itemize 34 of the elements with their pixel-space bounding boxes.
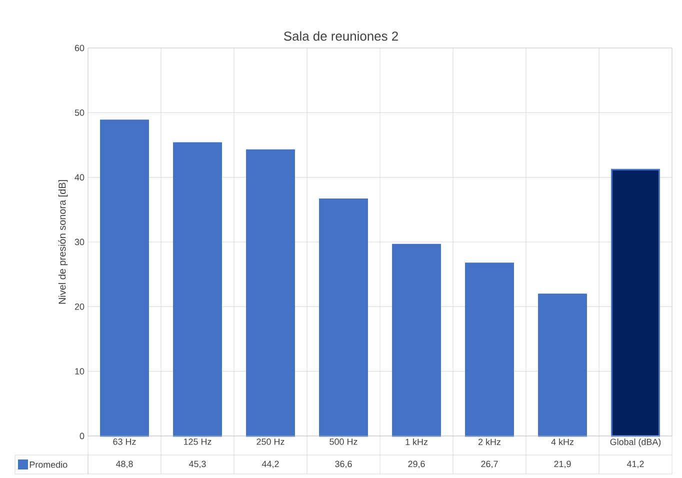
y-tick-label: 0	[80, 432, 84, 440]
legend-label: Promedio	[30, 461, 68, 468]
y-tick-label: 60	[74, 44, 84, 52]
x-tick-label: 63 Hz	[113, 438, 136, 445]
data-label: 29,6	[408, 460, 425, 468]
data-label: 45,3	[188, 460, 206, 468]
y-tick-label: 10	[75, 368, 84, 374]
data-label: 26,7	[481, 460, 498, 468]
data-label: 44,2	[262, 460, 279, 468]
bar	[173, 142, 222, 437]
data-label: 21,9	[554, 460, 571, 468]
bar	[246, 149, 295, 437]
x-tick-label: 1 kHz	[406, 438, 428, 445]
x-tick-label: 125 Hz	[184, 438, 212, 445]
x-tick-label: Global (dBA)	[610, 438, 661, 447]
x-tick-label: 250 Hz	[256, 438, 284, 445]
data-label: 41,2	[626, 460, 644, 468]
y-tick-label: 40	[74, 174, 84, 181]
y-tick-label: 50	[74, 109, 84, 116]
bar	[465, 262, 514, 437]
y-axis-title: Nivel de presión sonora [dB]	[58, 180, 68, 304]
chart-title: Sala de reuniones 2	[284, 31, 398, 41]
y-tick-label: 30	[74, 238, 84, 246]
data-label: 48,8	[116, 460, 133, 468]
bar	[392, 244, 441, 437]
bar	[611, 168, 660, 437]
x-tick-label: 4 kHz	[551, 438, 574, 445]
bar	[100, 120, 149, 437]
x-tick-label: 500 Hz	[330, 438, 358, 445]
y-tick-label: 20	[74, 303, 84, 310]
data-label: 36,6	[335, 460, 352, 468]
bar	[319, 198, 368, 437]
bar	[538, 294, 587, 437]
x-tick-label: 2 kHz	[478, 438, 500, 445]
